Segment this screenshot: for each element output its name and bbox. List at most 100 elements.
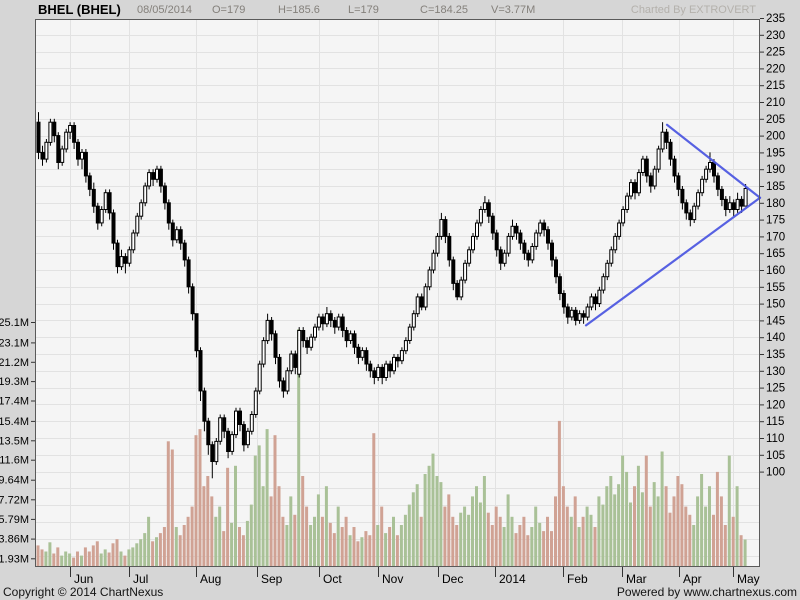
volume-axis-label: 3.86M	[0, 534, 29, 546]
volume-bar	[502, 527, 506, 566]
candle-body	[514, 225, 519, 234]
volume-bar	[447, 494, 451, 566]
volume-bar	[708, 486, 711, 566]
candle-body	[368, 363, 373, 372]
candle-body	[475, 222, 479, 237]
volume-bar	[672, 496, 676, 566]
candle-body	[115, 242, 120, 268]
volume-bar	[87, 551, 91, 566]
candle-body	[99, 209, 104, 224]
volume-bar	[107, 552, 111, 566]
candle-body	[119, 256, 124, 268]
candle-body	[320, 316, 325, 325]
volume-bar	[111, 543, 115, 566]
volume-bar	[352, 527, 356, 566]
volume-bar	[455, 525, 459, 566]
candle-body	[190, 286, 195, 315]
candle-body	[708, 162, 712, 170]
price-axis-label: 185	[766, 181, 785, 193]
candle-body	[226, 430, 231, 452]
candle-body	[723, 198, 728, 210]
candle-body	[629, 182, 633, 197]
volume-bar	[52, 553, 56, 566]
volume-axis-label: 7.72M	[0, 494, 29, 506]
volume-bar	[518, 525, 522, 566]
candle-body	[174, 229, 179, 241]
trendline[interactable]	[584, 196, 762, 327]
candle-body	[372, 370, 377, 378]
candle-body	[56, 135, 61, 164]
volume-bar	[76, 551, 79, 566]
price-axis-label: 115	[766, 416, 784, 428]
quote-date: 08/05/2014	[137, 4, 193, 16]
volume-bar	[384, 533, 388, 566]
candle-body	[636, 172, 641, 194]
volume-bar	[166, 441, 170, 566]
candle-body	[68, 125, 73, 133]
candle-body	[644, 158, 649, 177]
candle-body	[427, 269, 432, 288]
volume-bar	[151, 541, 155, 566]
month-axis-label: Oct	[323, 572, 342, 586]
candle-body	[123, 256, 128, 264]
volume-bar	[557, 420, 561, 566]
price-axis-label: 180	[766, 198, 785, 210]
price-axis-label: 230	[766, 30, 785, 42]
candle-body	[700, 178, 705, 194]
candle-body	[313, 326, 317, 338]
price-axis-label: 150	[766, 299, 785, 311]
price-axis-label: 100	[766, 467, 785, 479]
volume-bar	[348, 535, 352, 566]
volume-bar	[467, 514, 471, 566]
candle-body	[147, 172, 152, 187]
candle-body	[52, 121, 57, 137]
candle-body	[261, 340, 266, 365]
candle-body	[376, 366, 381, 378]
price-axis-label: 220	[766, 63, 785, 75]
price-axis-label: 130	[766, 366, 785, 378]
volume-axis-label: 25.1M	[0, 317, 29, 329]
candle-body	[384, 363, 389, 379]
candle-body	[530, 246, 535, 261]
volume-bar	[415, 484, 419, 566]
candle-body	[107, 192, 112, 214]
volume-bar	[629, 502, 632, 566]
month-axis-label: Sep	[261, 572, 283, 586]
candle-body	[439, 219, 444, 237]
volume-bar	[222, 531, 226, 566]
volume-bar	[190, 506, 194, 566]
volume-bar	[692, 525, 696, 566]
candle-body	[265, 319, 270, 342]
volume-bar	[419, 516, 423, 566]
volume-bar	[68, 553, 72, 566]
candle-body	[411, 313, 416, 328]
candle-body	[155, 168, 159, 180]
candle-body	[162, 185, 167, 204]
volume-bar	[297, 329, 301, 566]
candle-body	[309, 336, 314, 348]
candle-body	[151, 172, 156, 180]
candle-body	[609, 249, 614, 264]
volume-bar	[230, 522, 234, 566]
volume-bar	[656, 496, 660, 566]
volume-bar	[688, 514, 692, 566]
candle-body	[202, 390, 207, 422]
candle-body	[253, 390, 258, 415]
volume-bar	[123, 555, 127, 566]
candle-body	[143, 185, 148, 204]
volume-bar	[285, 525, 289, 566]
volume-bar	[269, 496, 273, 566]
price-axis-label: 205	[766, 114, 785, 126]
candle-body	[281, 380, 286, 392]
candle-body	[214, 440, 219, 463]
trendline[interactable]	[665, 123, 762, 199]
volume-bar	[617, 484, 621, 566]
powered-by-link[interactable]: Powered by www.chartnexus.com	[616, 585, 797, 599]
candle-body	[447, 235, 452, 261]
volume-bar	[91, 545, 95, 566]
candle-body	[526, 252, 531, 261]
candle-body	[668, 141, 673, 160]
volume-bar	[526, 535, 530, 566]
volume-bar	[170, 449, 174, 566]
plot-border	[35, 19, 760, 567]
